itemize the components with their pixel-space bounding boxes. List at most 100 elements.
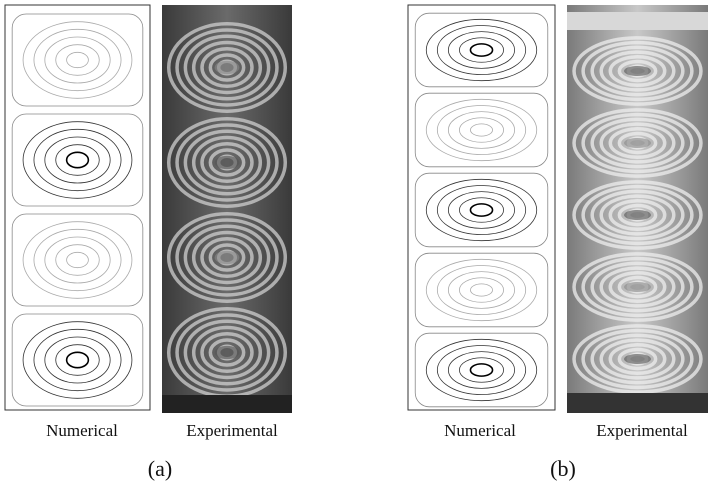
contour (22, 121, 133, 199)
numerical-frame (4, 4, 151, 411)
contour (33, 328, 122, 392)
fringe (608, 271, 667, 303)
cell-boundary (11, 113, 144, 207)
contour (425, 178, 538, 242)
contour (33, 228, 122, 292)
fringe (599, 338, 676, 380)
cell-boundary (414, 332, 549, 408)
fringe (208, 243, 246, 272)
fringe (599, 50, 676, 92)
fringe (208, 148, 246, 177)
contour (44, 136, 111, 184)
contour (470, 123, 493, 137)
fringe (200, 142, 254, 183)
fringe (617, 347, 658, 371)
cell-boundary (414, 252, 549, 328)
contour (425, 338, 538, 402)
fringe (166, 117, 288, 208)
fringe (617, 59, 658, 83)
contour (469, 203, 494, 217)
contour (436, 25, 527, 75)
fringe (572, 180, 703, 250)
contour (22, 321, 133, 399)
fringe-core (624, 65, 651, 77)
fringe (608, 199, 667, 231)
contour (65, 351, 90, 369)
cell-boundary (11, 13, 144, 107)
contour (55, 344, 100, 376)
fringe (183, 224, 271, 291)
fringe (581, 112, 694, 174)
fringe (208, 53, 246, 82)
contour (425, 98, 538, 162)
photo-base (567, 393, 708, 413)
panel-label: (a) (148, 456, 172, 481)
fringe (599, 266, 676, 308)
cell-boundary (414, 172, 549, 248)
contour (22, 221, 133, 299)
contour (55, 44, 100, 76)
fringe-core (214, 250, 240, 265)
cell-boundary (11, 313, 144, 407)
contour (459, 117, 504, 143)
fringe (581, 256, 694, 318)
contour (33, 128, 122, 192)
photo-base (162, 395, 292, 413)
fringe (599, 194, 676, 236)
contour (436, 185, 527, 235)
contour (44, 36, 111, 84)
fringe (581, 40, 694, 102)
fringe (200, 47, 254, 88)
contour (66, 251, 89, 269)
panel-label: (b) (550, 456, 576, 481)
fringe (590, 261, 685, 313)
photo-top (567, 12, 708, 30)
fringe (581, 328, 694, 390)
cell-boundary (414, 92, 549, 168)
fringe (590, 189, 685, 241)
fringe (183, 34, 271, 101)
contour (425, 258, 538, 322)
fringe (608, 127, 667, 159)
fringe (191, 325, 263, 380)
fringe (572, 252, 703, 322)
fringe-core (624, 353, 651, 365)
contour (447, 271, 516, 309)
numerical-caption: Numerical (46, 421, 118, 440)
fringe (191, 230, 263, 285)
contour (470, 283, 493, 297)
numerical-caption: Numerical (444, 421, 516, 440)
contour (44, 336, 111, 384)
contour (65, 151, 90, 169)
experimental-caption: Experimental (186, 421, 278, 440)
fringe (175, 123, 279, 202)
fringe (572, 108, 703, 178)
fringe (166, 212, 288, 303)
contour (436, 265, 527, 315)
experimental-caption: Experimental (596, 421, 688, 440)
contour (447, 111, 516, 149)
fringe (608, 55, 667, 87)
fringe (590, 333, 685, 385)
contour (459, 277, 504, 303)
contour (425, 18, 538, 82)
fringe (599, 122, 676, 164)
panel-a: Numerical Experimental (a) (4, 4, 292, 481)
cell-boundary (11, 213, 144, 307)
contour (447, 351, 516, 389)
contour (436, 105, 527, 155)
contour (469, 363, 494, 377)
fringe (200, 332, 254, 373)
contour (44, 236, 111, 284)
contour (22, 21, 133, 99)
fringe-core (214, 155, 240, 170)
fringe-core (624, 209, 651, 221)
contour (55, 144, 100, 176)
fringe (572, 324, 703, 394)
fringe-core (624, 137, 651, 149)
fringe (608, 343, 667, 375)
fringe (617, 131, 658, 155)
fringe-core (214, 345, 240, 360)
fringe (183, 319, 271, 386)
